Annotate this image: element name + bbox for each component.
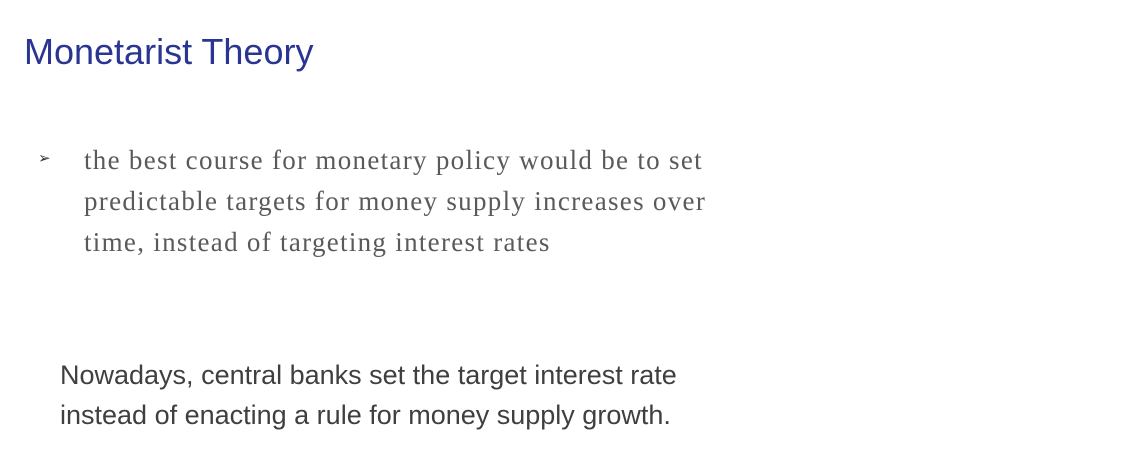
slide-title: Monetarist Theory (24, 31, 314, 72)
bullet-text-line: the best course for monetary policy woul… (84, 145, 703, 175)
note-text: Nowadays, central banks set the target i… (60, 355, 820, 435)
note-text-line: Nowadays, central banks set the target i… (60, 360, 677, 390)
bullet-text-line: time, instead of targeting interest rate… (84, 227, 551, 257)
bullet-text-line: predictable targets for money supply inc… (84, 186, 707, 216)
note-text-line: instead of enacting a rule for money sup… (60, 400, 671, 430)
arrowhead-bullet-icon: ➢ (38, 149, 51, 167)
bullet-text: the best course for monetary policy woul… (84, 140, 784, 263)
